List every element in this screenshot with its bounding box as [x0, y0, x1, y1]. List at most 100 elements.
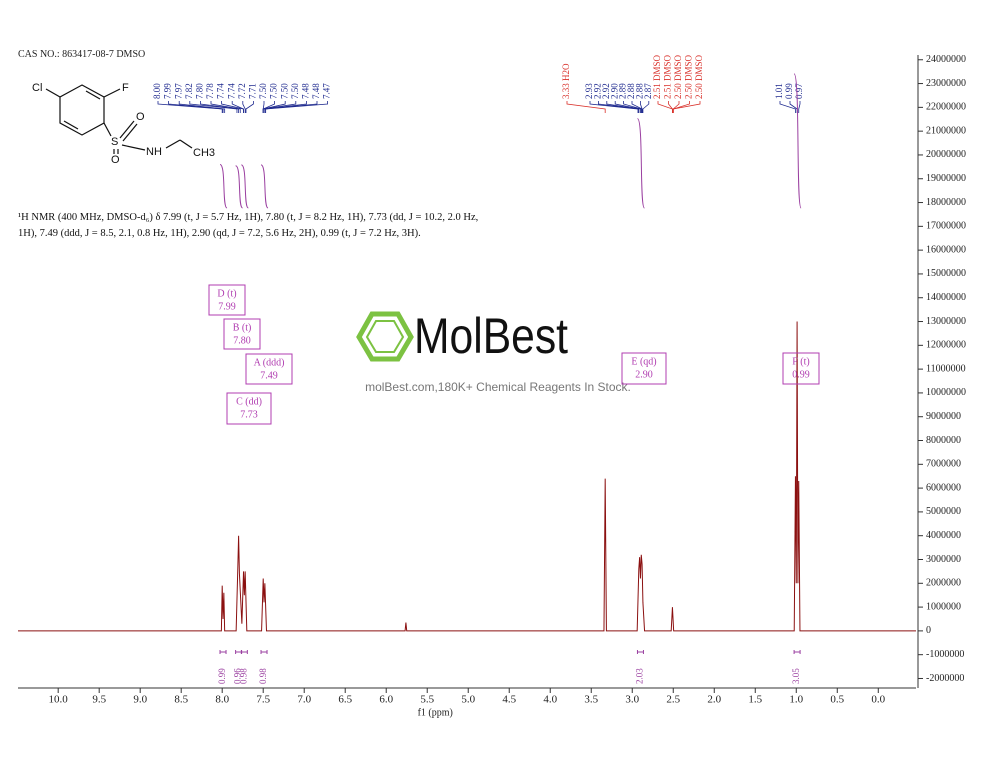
peak-label: 7.50 [290, 83, 300, 99]
x-tick-label: 1.5 [748, 694, 762, 706]
y-tick-label: 1000000 [926, 601, 961, 612]
x-tick-label: 9.5 [92, 694, 106, 706]
multiplet-label: E (qd) [631, 356, 656, 367]
integral-curve [260, 164, 269, 209]
x-tick-label: 3.0 [625, 694, 639, 706]
peak-tie [210, 101, 241, 113]
peak-label: 7.71 [247, 83, 257, 99]
x-tick-label: 3.5 [584, 694, 598, 706]
peak-tie [265, 101, 329, 113]
peak-tie [178, 101, 226, 113]
peak-tie [566, 101, 606, 113]
multiplet-label: A (ddd) [254, 357, 285, 368]
x-tick-label: 5.0 [461, 694, 475, 706]
y-tick-label: 3000000 [926, 554, 961, 565]
bond [165, 139, 181, 149]
peak-label: 7.78 [205, 83, 215, 99]
bond [63, 120, 79, 130]
peak-label: 2.51 DMSO [663, 54, 673, 99]
x-tick-label: 10.0 [49, 694, 69, 706]
peak-label: 7.99 [163, 83, 173, 99]
y-tick-label: 11000000 [926, 363, 966, 374]
y-tick-label: 22000000 [926, 102, 966, 113]
peak-tie [606, 101, 640, 113]
x-tick-label: 0.5 [830, 694, 844, 706]
integral-curve [636, 118, 645, 209]
peak-tie [199, 101, 240, 113]
tagline: molBest.com,180K+ Chemical Reagents In S… [365, 380, 631, 394]
y-tick-label: 24000000 [926, 54, 966, 65]
atom-labels: Cl F O S O NH CH3 [32, 82, 215, 166]
integral-value: 0.98 [258, 668, 268, 684]
atom-label: NH [146, 146, 162, 158]
x-tick-label: 1.0 [789, 694, 803, 706]
peak-label: 2.90 [609, 83, 619, 99]
cas-number: CAS NO.: 863417-08-7 DMSO [18, 49, 146, 60]
peak-label: 1.01 [774, 83, 784, 99]
multiplet-shift: 7.80 [233, 335, 251, 346]
y-tick-label: 15000000 [926, 268, 966, 279]
peak-label: 2.88 [634, 83, 644, 99]
nmr-description: ¹H NMR (400 MHz, DMSO-d₆) δ 7.99 (t, J =… [18, 212, 479, 239]
y-tick-label: 16000000 [926, 244, 966, 255]
multiplet-label: D (t) [217, 288, 236, 299]
y-tick-label: 6000000 [926, 482, 961, 493]
integral-bracket [240, 650, 248, 654]
x-axis-label: f1 (ppm) [418, 707, 453, 718]
peak-label: 2.92 [592, 83, 602, 99]
x-tick-label: 2.5 [666, 694, 680, 706]
peak-label: 2.50 DMSO [694, 54, 704, 99]
peak-tie [589, 101, 639, 113]
peak-label: 0.99 [784, 83, 794, 99]
peak-label: 2.50 DMSO [673, 54, 683, 99]
y-tick-label: 5000000 [926, 506, 961, 517]
peak-label: 0.97 [794, 83, 804, 99]
peak-tie [614, 101, 641, 113]
integral-bracket [219, 650, 227, 654]
y-tick-label: 12000000 [926, 340, 966, 351]
bond [122, 123, 138, 142]
peak-label: 7.50 [279, 83, 289, 99]
x-tick-label: 9.0 [133, 694, 147, 706]
integral-value: 2.03 [635, 668, 645, 684]
y-tick-label: 0 [926, 625, 931, 636]
multiplet-shift: 2.90 [635, 369, 653, 380]
multiplet-box [208, 284, 246, 316]
x-tick-label: 6.5 [338, 694, 352, 706]
integral-curve [240, 164, 249, 209]
peak-label: 2.87 [643, 83, 653, 99]
atom-label: CH3 [193, 147, 215, 159]
multiplet-shift: 0.99 [792, 369, 810, 380]
peak-label: 7.74 [226, 83, 236, 99]
x-tick-label: 8.0 [215, 694, 229, 706]
peak-tie [262, 101, 297, 113]
y-tick-label: 9000000 [926, 411, 961, 422]
peak-label: 2.88 [626, 83, 636, 99]
integral-bracket [235, 650, 243, 654]
x-tick-label: 7.0 [297, 694, 311, 706]
x-tick-label: 5.5 [420, 694, 434, 706]
peak-label: 2.50 DMSO [684, 54, 694, 99]
y-tick-label: 18000000 [926, 197, 966, 208]
x-tick-label: 8.5 [174, 694, 188, 706]
peak-label: 7.50 [258, 83, 268, 99]
peak-label: 2.89 [618, 83, 628, 99]
y-tick-label: 4000000 [926, 530, 961, 541]
logo [356, 311, 414, 362]
multiplet-box [223, 318, 261, 350]
y-tick-label: 17000000 [926, 221, 966, 232]
x-tick-label: 0.0 [871, 694, 885, 706]
peak-tie [245, 101, 254, 113]
peak-label: 7.74 [216, 83, 226, 99]
peak-tie [623, 101, 642, 113]
x-tick-label: 7.5 [256, 694, 270, 706]
peak-tie [264, 101, 318, 113]
y-tick-label: 23000000 [926, 78, 966, 89]
y-tick-label: 10000000 [926, 387, 966, 398]
bond [121, 144, 146, 151]
peak-tie [168, 101, 224, 113]
peak-label: 2.92 [601, 83, 611, 99]
integral-bracket [260, 650, 268, 654]
